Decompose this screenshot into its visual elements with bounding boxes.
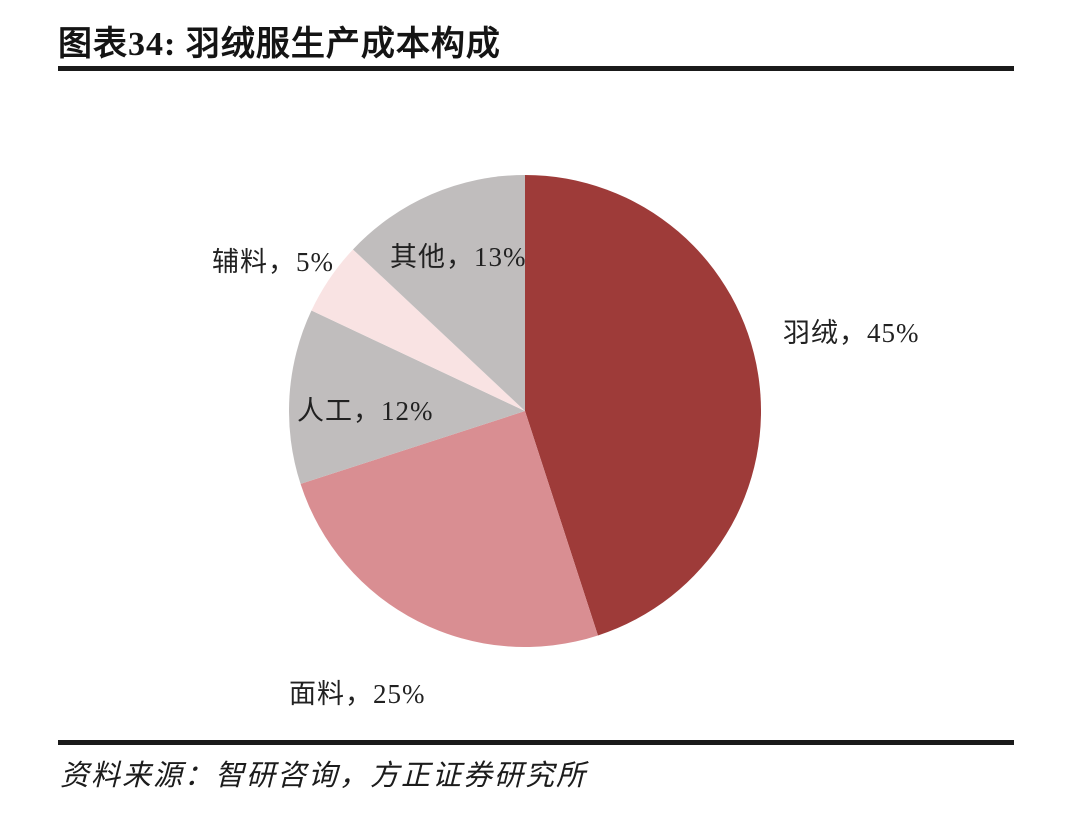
- slice-label-other: 其他，13%: [390, 242, 527, 272]
- pie-slice-1: [300, 411, 598, 648]
- slice-label-labor: 人工，12%: [297, 396, 434, 426]
- slice-label-accessories: 辅料，5%: [212, 247, 334, 277]
- pie-slice-3: [311, 249, 525, 411]
- pie-slice-4: [352, 175, 525, 411]
- chart-title: 图表34: 羽绒服生产成本构成: [58, 26, 501, 63]
- top-divider: [58, 66, 1014, 71]
- slice-label-down: 羽绒，45%: [783, 318, 920, 348]
- pie-slice-0: [525, 175, 762, 636]
- slice-label-fabric: 面料，25%: [289, 679, 426, 709]
- pie-slice-2: [288, 310, 525, 484]
- source-attribution: 资料来源：智研咨询，方正证券研究所: [60, 760, 588, 792]
- pie-chart-svg: [288, 175, 762, 648]
- pie-chart: [288, 175, 762, 648]
- bottom-divider: [58, 740, 1014, 745]
